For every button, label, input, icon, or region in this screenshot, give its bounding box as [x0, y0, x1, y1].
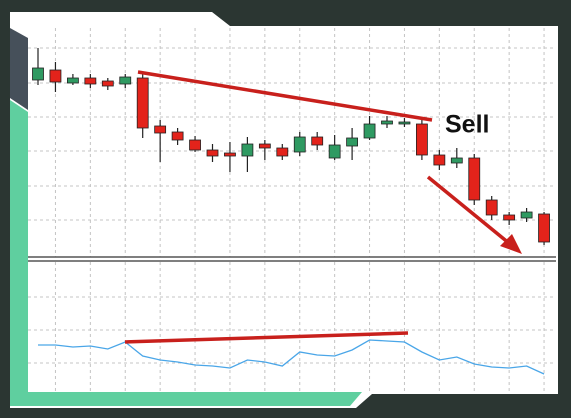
candle-body [398, 121, 411, 125]
trend-line [137, 70, 433, 122]
marks [32, 48, 550, 375]
candle-body [363, 123, 376, 139]
indicator-line [38, 339, 545, 375]
candle-body [485, 199, 498, 216]
candle-body [520, 211, 533, 219]
candle-body [224, 152, 236, 157]
candle-body [119, 76, 132, 85]
annotation: Sell [445, 111, 489, 139]
candle-body [450, 157, 463, 164]
candle-body [67, 77, 79, 84]
candle-body [276, 147, 289, 157]
candle-body [101, 80, 114, 87]
candle-body [503, 214, 516, 221]
candle-body [433, 154, 446, 166]
candle-body [538, 213, 550, 243]
candle-body [189, 139, 201, 151]
candle-body [328, 144, 341, 159]
candle-body [415, 123, 428, 156]
candle-body [136, 77, 149, 129]
candle-body [311, 136, 324, 146]
candle-body [32, 67, 44, 81]
candle-body [346, 137, 359, 147]
divergence-line [124, 331, 409, 344]
candle-body [468, 157, 481, 201]
candle-body [49, 69, 62, 83]
candle-body [381, 120, 393, 125]
trend-arrow [426, 175, 512, 246]
candle-body [258, 143, 271, 149]
arrow-head [500, 234, 522, 254]
candle-body [84, 77, 97, 85]
candle-body [293, 136, 306, 153]
candle-body [154, 125, 167, 134]
candle-body [206, 149, 219, 157]
candle-body [171, 131, 184, 141]
accent-corner [10, 28, 28, 110]
candle-body [241, 143, 254, 157]
